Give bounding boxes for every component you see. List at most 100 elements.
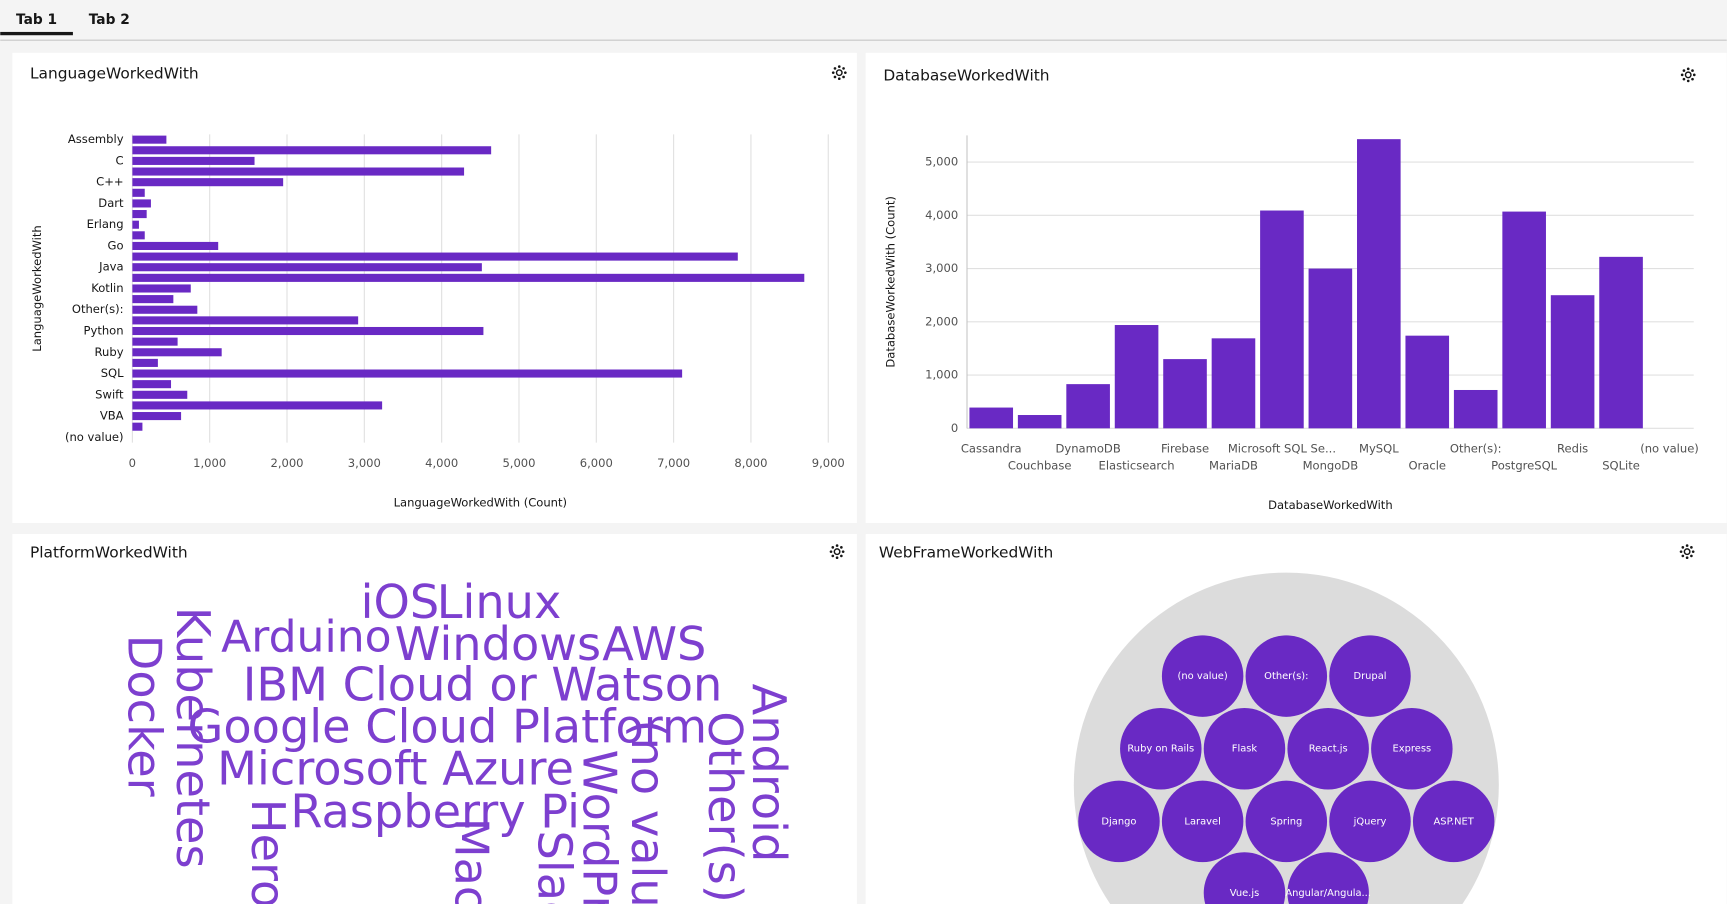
y-tick-label: 1,000 — [925, 368, 958, 382]
tab-active-indicator — [0, 31, 73, 36]
x-tick-label: 3,000 — [348, 456, 381, 470]
x-tick-label: 0 — [129, 456, 136, 470]
settings-button[interactable] — [831, 65, 847, 81]
x-tick-label: 5,000 — [502, 456, 535, 470]
settings-button[interactable] — [1679, 544, 1695, 560]
bubble[interactable] — [1287, 708, 1369, 790]
x-tick-label: Firebase — [1161, 442, 1209, 456]
gear-dot — [831, 71, 835, 74]
bubble-label: Django — [1101, 816, 1136, 827]
gear-dot — [840, 546, 843, 549]
y-tick-label: 2,000 — [925, 314, 958, 328]
y-tick-label: Python — [84, 324, 124, 338]
bubble[interactable] — [1203, 852, 1286, 904]
word[interactable]: Android — [742, 684, 796, 863]
gear-dot — [1691, 77, 1694, 81]
bar — [132, 369, 683, 378]
y-tick-label: Other(s): — [72, 302, 124, 316]
gear-dot — [837, 65, 841, 68]
gear-dot — [842, 67, 845, 70]
word[interactable]: Arduino — [221, 612, 391, 663]
x-tick-label: MongoDB — [1303, 458, 1359, 472]
bar — [132, 273, 805, 282]
x-tick-label: Microsoft SQL Se... — [1228, 442, 1336, 456]
word[interactable]: Docker — [118, 635, 172, 798]
gear-dot — [1685, 544, 1689, 547]
bubble-label: Vue.js — [1230, 888, 1260, 899]
gear-dot — [837, 77, 841, 81]
y-tick-label: C++ — [96, 175, 123, 189]
gear-dot — [829, 550, 833, 553]
x-tick-label: DynamoDB — [1055, 442, 1120, 456]
word[interactable]: Slack — [527, 831, 581, 904]
bubble[interactable] — [1412, 780, 1495, 863]
bar — [969, 407, 1014, 429]
bar — [132, 358, 158, 367]
bubble[interactable] — [1245, 635, 1328, 717]
gear-dot — [1692, 73, 1696, 77]
gear-dot — [1691, 69, 1694, 72]
bar — [132, 263, 482, 272]
bar — [1599, 256, 1643, 429]
bar — [132, 412, 182, 421]
word[interactable]: Heroku — [241, 799, 295, 904]
word[interactable]: iOS — [361, 575, 440, 629]
bar — [132, 156, 255, 165]
bar — [132, 231, 145, 240]
gear-dot — [1686, 79, 1690, 83]
y-tick-label: VBA — [100, 409, 124, 423]
bubble[interactable] — [1329, 635, 1411, 717]
word[interactable]: Windows — [395, 617, 601, 671]
word[interactable]: Linux — [437, 575, 562, 629]
bubble[interactable] — [1161, 780, 1244, 863]
settings-button[interactable] — [1680, 67, 1696, 83]
bubble[interactable] — [1287, 852, 1369, 904]
bubble[interactable] — [1329, 780, 1411, 863]
settings-icons — [829, 65, 1696, 560]
settings-button[interactable] — [829, 544, 845, 560]
bubble[interactable] — [1078, 780, 1160, 863]
y-tick-label: Kotlin — [91, 281, 123, 295]
bar — [1163, 359, 1207, 429]
bar — [132, 188, 145, 197]
bubble[interactable] — [1161, 635, 1244, 717]
bubble-label: (no value) — [1178, 671, 1228, 682]
bar — [1260, 210, 1304, 429]
x-tick-label: 4,000 — [425, 456, 458, 470]
word[interactable]: (no value) — [621, 720, 675, 904]
word[interactable]: WordPress — [572, 750, 626, 904]
y-tick-label: (no value) — [65, 430, 124, 444]
bubble-label: Other(s): — [1264, 671, 1308, 682]
bar — [132, 422, 143, 431]
x-tick-label: 6,000 — [580, 456, 613, 470]
gear-dot — [1682, 69, 1686, 72]
gear-dot — [833, 75, 837, 79]
bubble-label: Laravel — [1184, 816, 1220, 827]
word[interactable]: Other(s): — [698, 711, 752, 904]
x-tick-label: SQLite — [1602, 458, 1640, 472]
bar — [132, 210, 147, 219]
bubble[interactable] — [1371, 708, 1453, 790]
word[interactable]: IBM Cloud or Watson — [243, 658, 723, 712]
bubble[interactable] — [1245, 780, 1328, 863]
y-tick-label: 5,000 — [925, 155, 958, 169]
bubble[interactable] — [1203, 708, 1286, 790]
bar — [1211, 338, 1256, 429]
word[interactable]: AWS — [602, 617, 706, 671]
tab[interactable]: Tab 1 — [16, 12, 57, 28]
bar — [132, 146, 492, 155]
word[interactable]: Raspberry Pi — [290, 784, 580, 838]
x-axis-title: DatabaseWorkedWith — [1268, 498, 1393, 512]
word[interactable]: Kubernetes — [166, 607, 220, 869]
x-tick-label: Redis — [1557, 442, 1588, 456]
tab[interactable]: Tab 2 — [89, 12, 130, 28]
bubble[interactable] — [1120, 708, 1202, 790]
gear-dot — [1681, 546, 1685, 549]
x-tick-label: 7,000 — [657, 456, 690, 470]
bubble-pack: (no value) Other(s): Drupal Ruby on Rails Fl… — [1073, 572, 1499, 904]
bar — [132, 316, 359, 325]
word[interactable]: MacOS — [445, 818, 499, 904]
word[interactable]: Google Cloud Platform — [188, 700, 707, 754]
word[interactable]: Microsoft Azure — [217, 741, 574, 795]
